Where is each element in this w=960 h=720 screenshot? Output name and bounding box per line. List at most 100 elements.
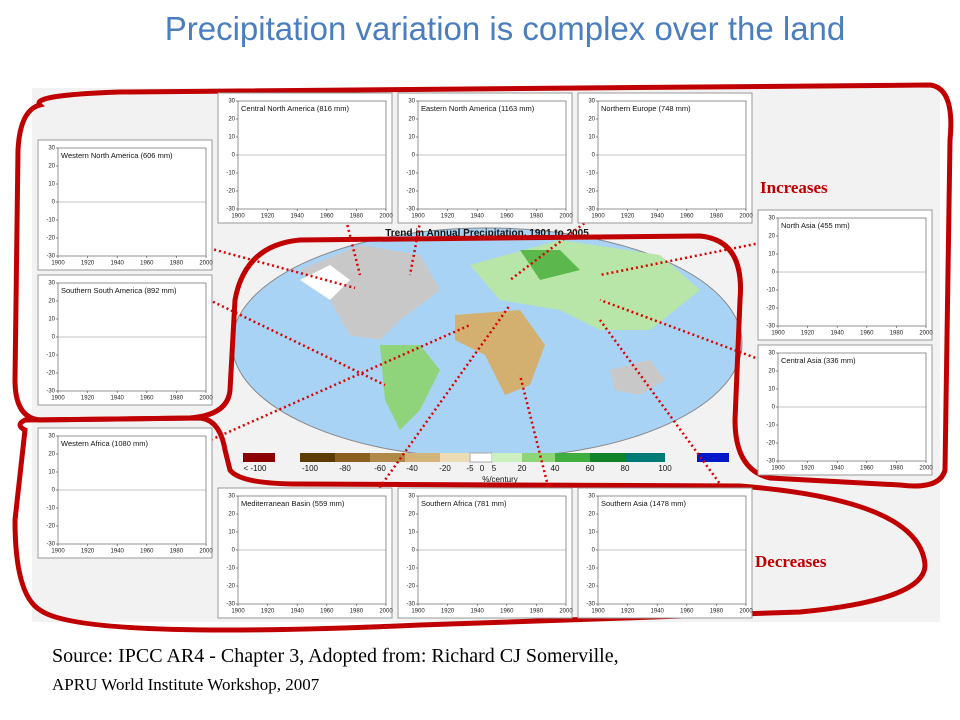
world-map: Trend in Annual Precipitation, 1901 to 2… <box>231 227 743 459</box>
legend-label: -40 <box>406 464 418 473</box>
y-tick-label: 0 <box>772 270 776 276</box>
y-tick-label: -30 <box>766 324 775 330</box>
x-tick-label: 1980 <box>890 331 904 337</box>
y-tick-label: 30 <box>408 494 415 500</box>
x-tick-label: 1920 <box>81 261 95 267</box>
x-tick-label: 1920 <box>81 396 95 402</box>
x-tick-label: 2000 <box>559 609 573 615</box>
panel-title: Northern Europe (748 mm) <box>601 104 691 113</box>
x-tick-label: 1980 <box>890 466 904 472</box>
x-tick-label: 1900 <box>51 396 65 402</box>
x-tick-label: 2000 <box>919 466 933 472</box>
y-tick-label: 10 <box>768 252 775 258</box>
legend-unit: %/century <box>482 475 518 484</box>
y-tick-label: 0 <box>592 153 596 159</box>
x-tick-label: 1940 <box>651 609 665 615</box>
y-tick-label: 10 <box>48 470 55 476</box>
legend-label: 60 <box>586 464 595 473</box>
y-tick-label: -20 <box>766 306 775 312</box>
y-tick-label: -20 <box>406 189 415 195</box>
x-tick-label: 2000 <box>199 549 213 555</box>
y-tick-label: 30 <box>408 99 415 105</box>
panel-title: Western Africa (1080 mm) <box>61 439 148 448</box>
y-tick-label: 0 <box>232 153 236 159</box>
slide-title: Precipitation variation is complex over … <box>165 10 846 47</box>
y-tick-label: 10 <box>228 530 235 536</box>
legend-label: 40 <box>551 464 560 473</box>
legend-label: < -100 <box>244 464 267 473</box>
y-tick-label: -10 <box>766 423 775 429</box>
x-tick-label: 1900 <box>51 261 65 267</box>
x-tick-label: 1940 <box>291 214 305 220</box>
x-tick-label: 1900 <box>51 549 65 555</box>
y-tick-label: 0 <box>412 548 416 554</box>
y-tick-label: -30 <box>46 542 55 548</box>
panel-title: Western North America (606 mm) <box>61 151 173 160</box>
panel-title: North Asia (455 mm) <box>781 221 850 230</box>
y-tick-label: -20 <box>226 584 235 590</box>
y-tick-label: -20 <box>586 189 595 195</box>
y-tick-label: 10 <box>588 135 595 141</box>
x-tick-label: 2000 <box>379 609 393 615</box>
x-tick-label: 1940 <box>111 261 125 267</box>
y-tick-label: -30 <box>586 602 595 608</box>
x-tick-label: 1900 <box>231 609 245 615</box>
source-line: Source: IPCC AR4 - Chapter 3, Adopted fr… <box>52 645 619 667</box>
x-tick-label: 1960 <box>860 466 874 472</box>
y-tick-label: -30 <box>226 602 235 608</box>
y-tick-label: -10 <box>586 171 595 177</box>
legend-label: 20 <box>518 464 527 473</box>
panel-title: Southern South America (892 mm) <box>61 286 177 295</box>
x-tick-label: 1920 <box>801 331 815 337</box>
decreases-label: Decreases <box>755 552 827 571</box>
y-tick-label: 0 <box>772 405 776 411</box>
y-tick-label: -20 <box>46 371 55 377</box>
x-tick-label: 1960 <box>860 331 874 337</box>
y-tick-label: 30 <box>588 494 595 500</box>
y-tick-label: 10 <box>408 530 415 536</box>
x-tick-label: 1980 <box>530 214 544 220</box>
x-tick-label: 1900 <box>411 609 425 615</box>
y-tick-label: 30 <box>768 216 775 222</box>
y-tick-label: 30 <box>768 351 775 357</box>
y-tick-label: -10 <box>406 171 415 177</box>
x-tick-label: 1900 <box>771 466 785 472</box>
y-tick-label: 20 <box>408 512 415 518</box>
y-tick-label: -20 <box>226 189 235 195</box>
y-tick-label: 0 <box>52 200 56 206</box>
x-tick-label: 1960 <box>140 396 154 402</box>
x-tick-label: 1940 <box>111 396 125 402</box>
y-tick-label: 0 <box>592 548 596 554</box>
y-tick-label: 10 <box>588 530 595 536</box>
y-tick-label: -30 <box>46 254 55 260</box>
x-tick-label: 1940 <box>291 609 305 615</box>
x-tick-label: 1940 <box>651 214 665 220</box>
map-title: Trend in Annual Precipitation, 1901 to 2… <box>385 228 589 239</box>
y-tick-label: 20 <box>228 117 235 123</box>
panel-title: Mediterranean Basin (559 mm) <box>241 499 345 508</box>
y-tick-label: -10 <box>46 218 55 224</box>
y-tick-label: -10 <box>46 353 55 359</box>
y-tick-label: 30 <box>48 434 55 440</box>
y-tick-label: -10 <box>226 171 235 177</box>
legend-label: -5 <box>466 464 474 473</box>
legend-label: 80 <box>621 464 630 473</box>
y-tick-label: 20 <box>768 369 775 375</box>
y-tick-label: 30 <box>48 146 55 152</box>
x-tick-label: 1980 <box>530 609 544 615</box>
legend-label: 0 <box>480 464 485 473</box>
x-tick-label: 1900 <box>591 214 605 220</box>
y-tick-label: -10 <box>226 566 235 572</box>
legend-labels: < -100 -100 -80 -60 -40 -20 -5 0 5 20 40 60 80 100 <box>244 464 673 473</box>
decrease-outline <box>12 415 928 633</box>
x-tick-label: 2000 <box>379 214 393 220</box>
x-tick-label: 1940 <box>111 549 125 555</box>
legend-label: 5 <box>492 464 497 473</box>
